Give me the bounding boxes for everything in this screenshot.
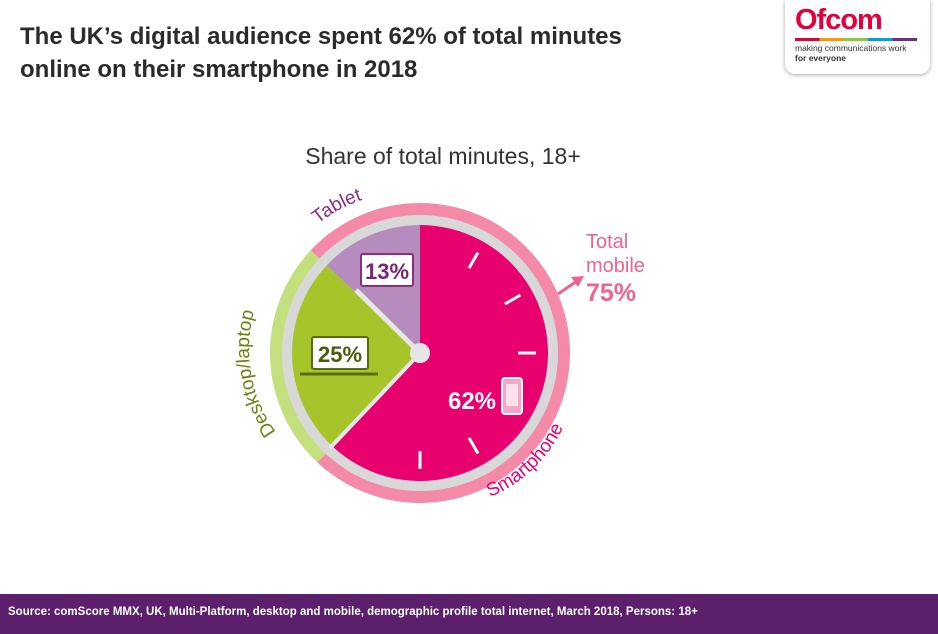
clock-tick xyxy=(504,293,522,306)
logo-tagline-2: for everyone xyxy=(795,53,847,63)
logo-color-stripe xyxy=(795,38,917,41)
total-mobile-arrowhead xyxy=(571,276,584,287)
footer-bar: Source: comScore MMX, UK, Multi-Platform… xyxy=(0,594,938,634)
total-mobile-line1: Total xyxy=(586,231,628,253)
total-mobile-value: 75% xyxy=(586,279,636,307)
desktop-value-label: 25% xyxy=(318,342,362,367)
smartphone-icon xyxy=(501,377,523,415)
outer-ring-smartphone xyxy=(317,203,570,503)
clock-hand-tablet xyxy=(354,288,422,355)
logo-wordmark: Ofcom xyxy=(795,4,883,36)
clock-hand-desktop xyxy=(328,351,422,450)
outer-ring-desktop-laptop xyxy=(269,250,328,463)
clock-center xyxy=(410,343,430,363)
pie-slice-smartphone xyxy=(332,225,548,482)
tablet-value-label: 13% xyxy=(365,259,409,284)
clock-tick xyxy=(467,251,480,269)
chart-title: Share of total minutes, 18+ xyxy=(305,143,581,169)
clock-tick xyxy=(467,437,480,455)
total-mobile-line2: mobile xyxy=(586,255,645,277)
slide-title-line-2: online on their smartphone in 2018 xyxy=(20,56,418,83)
logo-tagline: making communications work xyxy=(795,43,907,53)
source-note: Source: comScore MMX, UK, Multi-Platform… xyxy=(8,606,698,618)
outer-ring xyxy=(269,203,570,503)
slide-title: The UK’s digital audience spent 62% of t… xyxy=(20,20,720,86)
smartphone-value-label: 62% xyxy=(448,388,496,415)
slide-title-line-1: The UK’s digital audience spent 62% of t… xyxy=(20,23,622,50)
pie-chart: Share of total minutes, 18+ 13% 25% 62% … xyxy=(233,143,645,503)
ofcom-logo: Ofcom making communications work for eve… xyxy=(785,0,930,74)
outer-ring-tablet xyxy=(310,203,420,261)
tablet-label-box: 13% xyxy=(360,253,414,287)
desktop-label-box: 25% xyxy=(300,336,378,376)
